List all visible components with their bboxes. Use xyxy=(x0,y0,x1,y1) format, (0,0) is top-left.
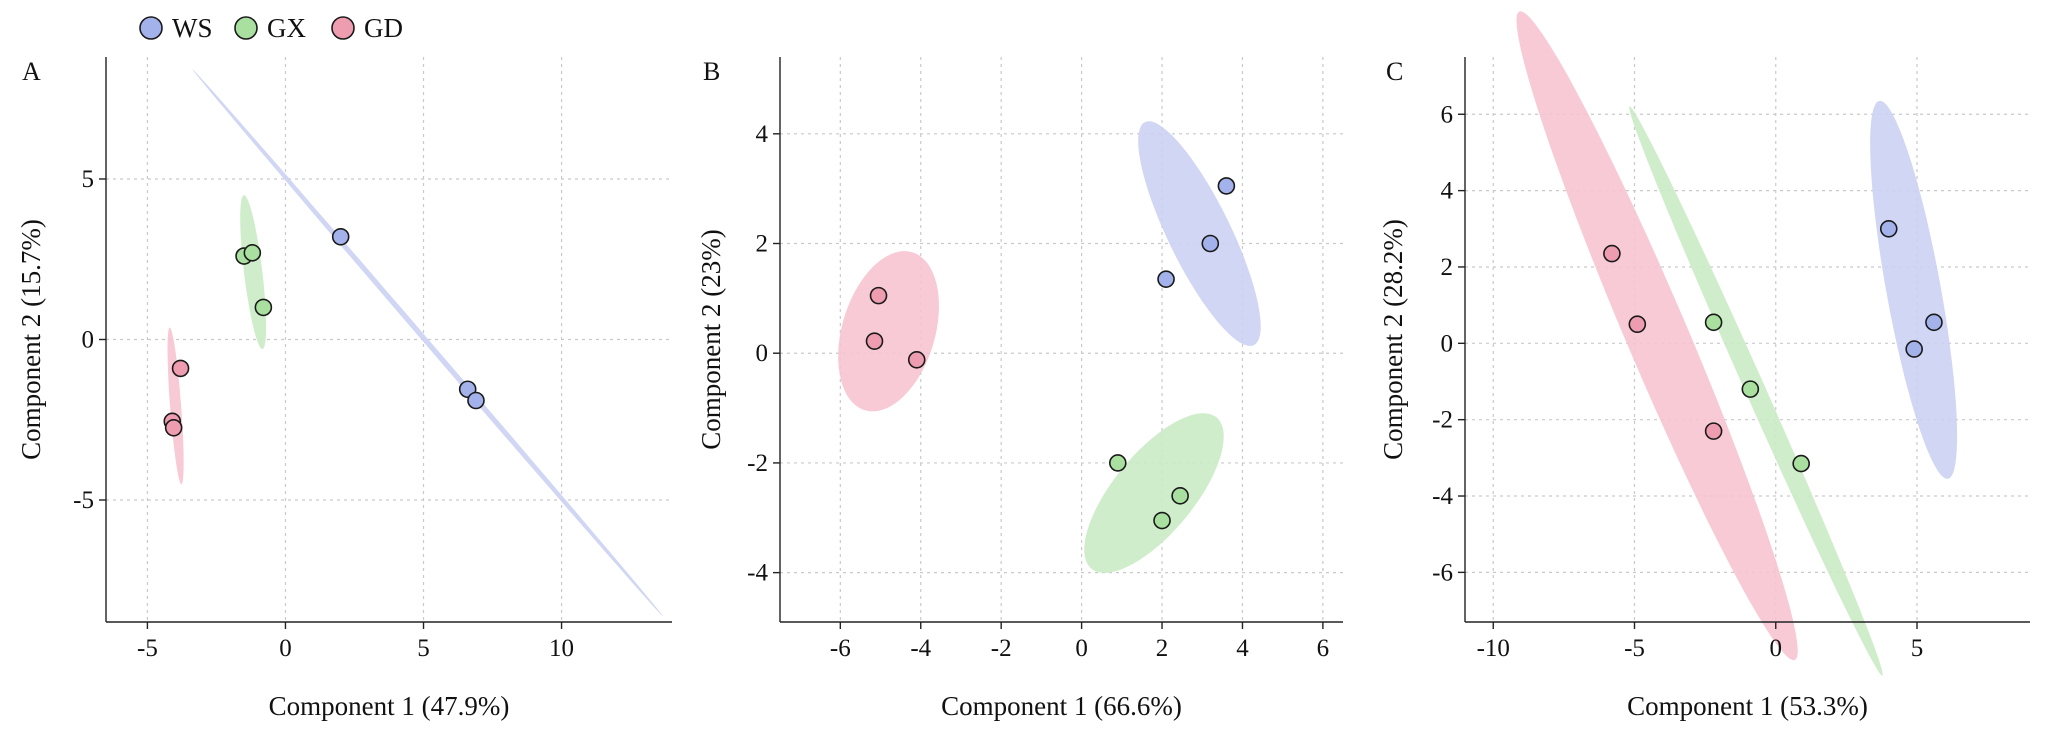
x-tick-label-b-2: -2 xyxy=(991,635,1012,662)
data-point-gx-c-2 xyxy=(1792,454,1810,473)
data-point-ws-a-0 xyxy=(331,227,350,246)
x-tick-label-b-0: -6 xyxy=(830,635,851,662)
panel-letter-a: A xyxy=(22,57,41,86)
confidence-ellipse-gx-b xyxy=(1084,413,1224,573)
data-point-gd-c-1 xyxy=(1628,315,1647,334)
legend-marker-ws xyxy=(139,16,163,40)
data-point-gd-b-0 xyxy=(869,286,888,305)
x-tick-label-b-1: -4 xyxy=(910,635,931,662)
legend-label-ws: WS xyxy=(172,13,213,43)
ellipses-a xyxy=(167,69,663,617)
y-tick-label-a-1: 0 xyxy=(82,327,95,354)
y-tick-label-b-0: -4 xyxy=(747,560,768,587)
legend: WS GX GD xyxy=(139,13,403,43)
data-point-gd-b-2 xyxy=(907,350,926,369)
confidence-ellipse-gd-b xyxy=(838,251,939,412)
x-tick-label-a-0: -5 xyxy=(137,635,158,662)
x-tick-label-b-4: 2 xyxy=(1156,635,1169,662)
confidence-ellipse-gx-a xyxy=(240,195,267,349)
x-tick-label-c-0: -10 xyxy=(1477,635,1510,662)
confidence-ellipse-ws-a xyxy=(192,69,663,617)
data-point-gx-a-2 xyxy=(254,298,273,317)
y-axis-title-c: Component 2 (28.2%) xyxy=(1378,219,1408,460)
y-tick-label-c-2: -2 xyxy=(1432,407,1453,434)
y-tick-label-c-0: -6 xyxy=(1432,559,1453,586)
data-point-gx-c-1 xyxy=(1741,380,1760,398)
data-point-ws-b-0 xyxy=(1157,270,1175,288)
data-point-gd-a-0 xyxy=(171,359,190,378)
data-point-gx-a-1 xyxy=(243,244,262,262)
confidence-ellipse-gd-c xyxy=(1516,11,1798,661)
data-point-ws-c-0 xyxy=(1879,219,1898,238)
panel-b: -6 -4 -2 0 2 4 6 -4 -2 0 2 4 Component 1 (66.6%) Comp… xyxy=(696,57,1343,721)
y-tick-label-c-5: 4 xyxy=(1441,178,1454,205)
points-a xyxy=(163,227,485,437)
legend-marker-gd xyxy=(331,16,355,40)
x-axis-title-c: Component 1 (53.3%) xyxy=(1627,691,1868,721)
y-tick-label-c-4: 2 xyxy=(1441,254,1454,281)
legend-marker-gx xyxy=(234,16,258,40)
data-point-ws-c-2 xyxy=(1905,340,1923,358)
y-tick-label-c-3: 0 xyxy=(1441,330,1454,357)
confidence-ellipse-gd-a xyxy=(167,327,184,485)
points-b xyxy=(865,177,1236,530)
x-axis-title-a: Component 1 (47.9%) xyxy=(269,691,510,721)
data-point-ws-a-2 xyxy=(467,391,485,410)
data-point-gx-b-1 xyxy=(1153,511,1171,530)
x-tick-label-b-6: 6 xyxy=(1317,635,1330,662)
y-axis-title-a: Component 2 (15.7%) xyxy=(16,219,46,460)
data-point-ws-b-1 xyxy=(1201,234,1220,253)
data-point-gx-b-0 xyxy=(1109,454,1127,472)
x-tick-label-c-1: -5 xyxy=(1624,635,1645,662)
panels: -5 0 5 10 -5 0 5 Component 1 (47.9%) Component 2… xyxy=(16,11,2030,721)
panel-letter-b: B xyxy=(703,57,720,86)
x-tick-label-c-2: 0 xyxy=(1770,635,1783,662)
y-tick-label-b-1: -2 xyxy=(747,450,768,477)
confidence-ellipse-ws-c xyxy=(1870,100,1958,479)
data-point-ws-b-2 xyxy=(1217,177,1236,195)
panel-letter-c: C xyxy=(1386,57,1403,86)
ellipses-b xyxy=(838,121,1261,573)
y-tick-label-b-3: 2 xyxy=(756,231,769,258)
y-axis-title-b: Component 2 (23%) xyxy=(696,229,726,449)
y-tick-label-a-2: 5 xyxy=(82,166,95,193)
data-point-gd-b-1 xyxy=(865,332,884,350)
y-tick-label-c-1: -4 xyxy=(1432,483,1453,510)
ellipses-c xyxy=(1516,11,1958,676)
y-tick-label-b-4: 4 xyxy=(756,121,769,148)
data-point-gx-b-2 xyxy=(1171,487,1189,505)
data-point-ws-c-1 xyxy=(1925,313,1943,332)
x-tick-label-c-3: 5 xyxy=(1911,635,1924,662)
x-tick-label-a-3: 10 xyxy=(549,635,574,662)
y-tick-label-a-0: -5 xyxy=(73,487,94,514)
legend-label-gd: GD xyxy=(364,13,403,43)
points-c xyxy=(1603,219,1943,473)
x-tick-label-a-2: 5 xyxy=(417,635,430,662)
x-tick-label-b-3: 0 xyxy=(1075,635,1088,662)
data-point-gd-c-0 xyxy=(1603,244,1621,263)
panel-a: -5 0 5 10 -5 0 5 Component 1 (47.9%) Component 2… xyxy=(16,57,672,721)
data-point-gd-a-2 xyxy=(164,418,183,437)
y-tick-label-c-6: 6 xyxy=(1441,101,1454,128)
data-point-gx-c-0 xyxy=(1704,313,1723,332)
x-tick-label-a-1: 0 xyxy=(279,635,292,662)
x-axis-title-b: Component 1 (66.6%) xyxy=(941,691,1182,721)
x-tick-label-b-5: 4 xyxy=(1236,635,1249,662)
legend-label-gx: GX xyxy=(267,13,306,43)
panel-c: -10 -5 0 5 -6 -4 -2 0 2 4 6 Component 1 (53.3%) Comp… xyxy=(1378,11,2030,721)
confidence-ellipse-ws-b xyxy=(1138,121,1261,346)
y-tick-label-b-2: 0 xyxy=(756,340,769,367)
data-point-gd-c-2 xyxy=(1704,422,1723,440)
